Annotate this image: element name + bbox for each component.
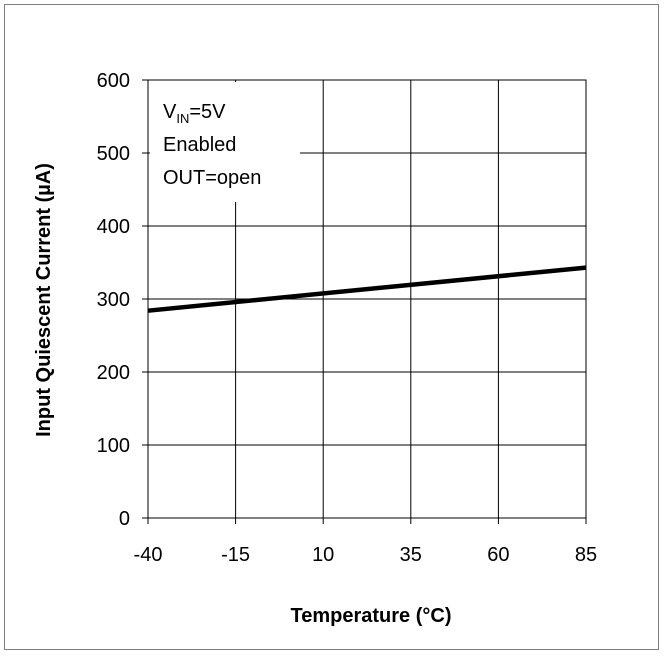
y-tick-label: 100 (97, 435, 130, 457)
x-axis-title: Temperature (°C) (291, 605, 452, 627)
tick-labels: -40 -15 10 35 60 85 0 100 200 300 400 500 600 (97, 70, 598, 566)
chart-frame (4, 4, 659, 650)
y-axis-title: Input Quiescent Current (µA) (33, 163, 55, 437)
annotation-vin: VIN=5V (163, 101, 226, 126)
y-tick-label: 600 (97, 70, 130, 92)
x-tick-label: 35 (400, 544, 422, 566)
x-tick-label: 10 (312, 544, 334, 566)
annotation: VIN=5V Enabled OUT=open (150, 82, 300, 202)
y-tick-label: 500 (97, 143, 130, 165)
data-series (147, 265, 587, 313)
annotation-background (150, 82, 300, 202)
axes (142, 79, 587, 524)
annotation-out: OUT=open (163, 167, 261, 189)
y-tick-label: 0 (119, 508, 130, 530)
x-tick-label: 60 (487, 544, 509, 566)
series-line (147, 265, 587, 313)
annotation-enabled: Enabled (163, 134, 236, 156)
y-tick-label: 300 (97, 289, 130, 311)
x-tick-label: -15 (221, 544, 250, 566)
y-tick-label: 200 (97, 362, 130, 384)
x-tick-label: 85 (575, 544, 597, 566)
plot-border (147, 79, 587, 519)
x-tick-label: -40 (134, 544, 163, 566)
y-tick-label: 400 (97, 216, 130, 238)
